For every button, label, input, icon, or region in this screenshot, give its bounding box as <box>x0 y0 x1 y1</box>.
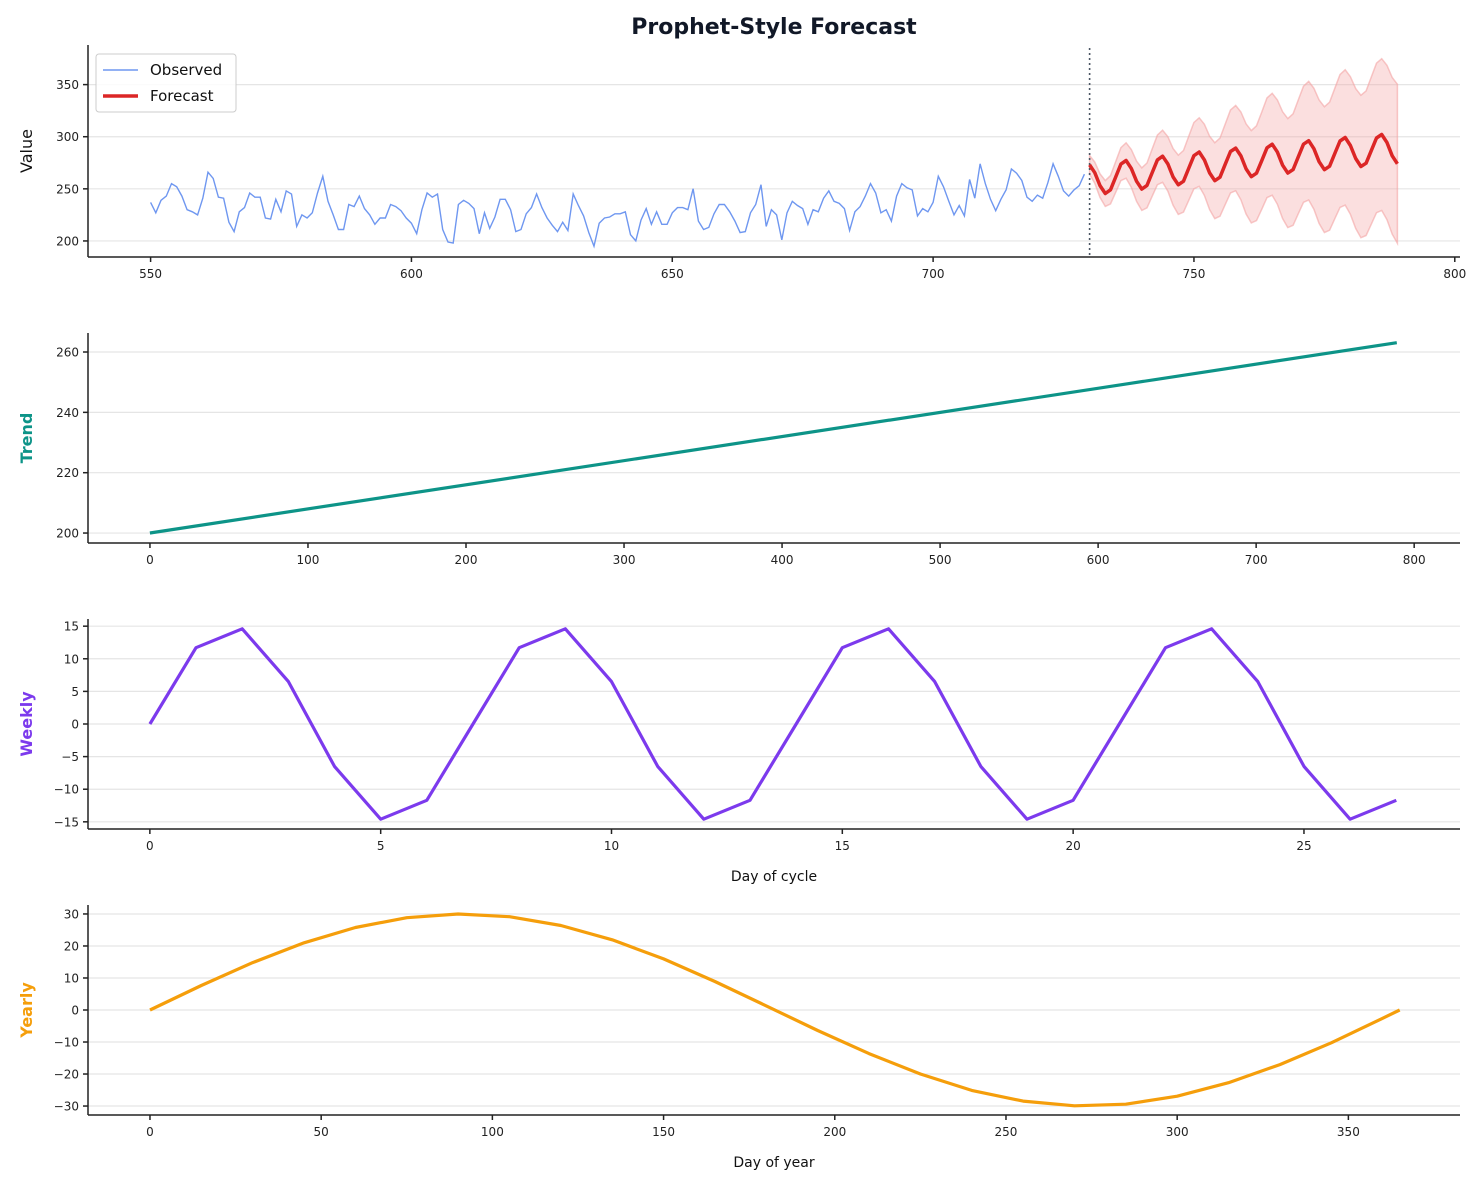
x-tick-label: 0 <box>146 1125 154 1139</box>
y-tick-label: −20 <box>54 1068 79 1082</box>
y-tick-label: 20 <box>64 939 79 953</box>
x-tick-label: 20 <box>1066 839 1081 853</box>
y-tick-label: 260 <box>56 346 79 360</box>
trend-series-line <box>149 341 1398 535</box>
x-tick-label: 250 <box>995 1125 1018 1139</box>
y-tick-label: 300 <box>56 130 79 144</box>
panel-trend: 200 220 240 260 0 100 200 300 400 500 600 700 800 Tre… <box>17 333 1460 567</box>
x-tick-label: 100 <box>481 1125 504 1139</box>
y-tick-label: 0 <box>71 718 79 732</box>
y-tick-label: 240 <box>56 406 79 420</box>
x-tick-label: 500 <box>929 553 952 567</box>
x-axis-label: Day of cycle <box>731 869 817 885</box>
y-tick-label: 200 <box>56 234 79 248</box>
y-axis-label: Trend <box>17 413 36 464</box>
y-tick-label: 0 <box>71 1004 79 1018</box>
forecast-interval-band <box>1088 57 1399 247</box>
x-tick-label: 800 <box>1403 553 1426 567</box>
x-tick-label: 200 <box>455 553 478 567</box>
x-tick-label: 350 <box>1337 1125 1360 1139</box>
y-axis-label: Weekly <box>17 691 36 757</box>
y-tick-label: 15 <box>64 620 79 634</box>
x-tick-label: 300 <box>613 553 636 567</box>
panel-weekly: −15 −10 −5 0 5 10 15 0 5 10 15 20 25 Weekly Day of cyc… <box>17 619 1460 885</box>
x-tick-label: 550 <box>139 267 162 281</box>
x-tick-label: 150 <box>652 1125 675 1139</box>
panel-value: 200 250 300 350 550 600 650 700 750 800 Value Obser… <box>17 45 1466 281</box>
chart-title: Prophet-Style Forecast <box>631 15 917 40</box>
y-tick-label: 220 <box>56 466 79 480</box>
observed-series-line <box>149 161 1086 249</box>
yearly-series-line <box>149 912 1401 1108</box>
x-tick-label: 700 <box>1245 553 1268 567</box>
y-tick-label: 250 <box>56 182 79 196</box>
x-tick-label: 5 <box>377 839 385 853</box>
legend-forecast-label: Forecast <box>150 87 214 105</box>
x-tick-label: 0 <box>146 553 154 567</box>
x-tick-label: 600 <box>1087 553 1110 567</box>
x-axis-label: Day of year <box>733 1155 815 1171</box>
y-tick-label: 30 <box>64 907 79 921</box>
x-tick-label: 15 <box>835 839 850 853</box>
x-tick-label: 800 <box>1443 267 1466 281</box>
y-tick-label: −15 <box>54 815 79 829</box>
x-tick-label: 0 <box>146 839 154 853</box>
legend: Observed Forecast <box>95 53 237 113</box>
y-tick-label: 5 <box>71 685 79 699</box>
x-tick-label: 750 <box>1182 267 1205 281</box>
y-axis-label: Yearly <box>17 982 36 1039</box>
x-tick-label: 10 <box>604 839 619 853</box>
y-tick-label: 10 <box>64 971 79 985</box>
weekly-series-line <box>148 627 1397 821</box>
y-axis-label: Value <box>17 129 36 173</box>
y-tick-label: −10 <box>54 783 79 797</box>
x-tick-label: 400 <box>771 553 794 567</box>
x-tick-label: 25 <box>1296 839 1311 853</box>
x-tick-label: 700 <box>922 267 945 281</box>
y-tick-label: 200 <box>56 527 79 541</box>
y-tick-label: −5 <box>61 750 79 764</box>
x-tick-label: 200 <box>823 1125 846 1139</box>
legend-observed-label: Observed <box>150 61 222 79</box>
x-tick-label: 650 <box>661 267 684 281</box>
y-tick-label: −10 <box>54 1036 79 1050</box>
x-tick-label: 50 <box>314 1125 329 1139</box>
x-tick-label: 300 <box>1166 1125 1189 1139</box>
x-tick-label: 100 <box>297 553 320 567</box>
y-tick-label: 350 <box>56 78 79 92</box>
x-tick-label: 600 <box>400 267 423 281</box>
forecast-series-line <box>1088 132 1399 196</box>
y-tick-label: −30 <box>54 1100 79 1114</box>
y-tick-label: 10 <box>64 652 79 666</box>
